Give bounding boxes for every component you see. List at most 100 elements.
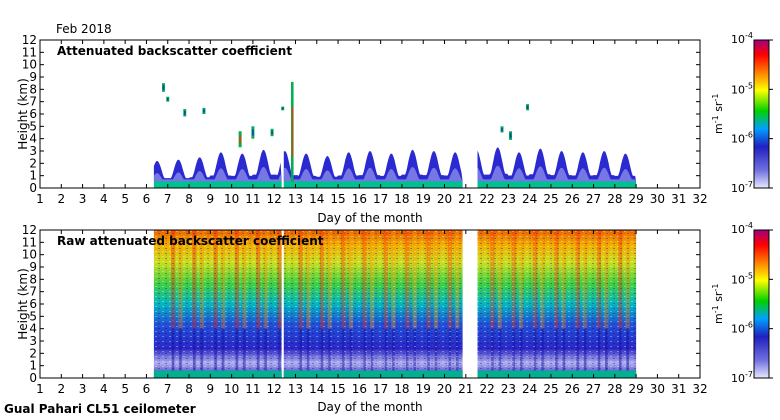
x-tick-label: 4 xyxy=(100,192,108,206)
y-tick-label: 12 xyxy=(22,223,37,237)
x-tick-label: 9 xyxy=(207,382,215,396)
y-tick-label: 3 xyxy=(29,334,37,348)
raw-signal-speckle xyxy=(477,230,637,378)
cloud-feature-core xyxy=(281,107,284,110)
x-tick-label: 7 xyxy=(164,382,172,396)
raw-backscatter-axes: 1 2 3 4 5 6 7 8 9 10 11 12 13 14 15 16 17 18 19 20 21 22 23 24 2… xyxy=(22,223,708,396)
boundary-layer-area xyxy=(153,149,282,182)
raw-surface-band xyxy=(283,370,463,378)
x-tick-label: 28 xyxy=(607,192,622,206)
raw-backscatter-colorbar-ticks: 10-7 10-6 10-5 10-4 xyxy=(731,221,773,385)
x-tick-label: 16 xyxy=(352,382,367,396)
attenuated-backscatter-colorbar-label: m-1 sr-1 xyxy=(711,94,725,134)
x-tick-label: 17 xyxy=(373,382,388,396)
colorbar-tick-label: 10-5 xyxy=(731,271,753,286)
x-tick-label: 9 xyxy=(207,192,215,206)
x-tick-label: 8 xyxy=(185,192,193,206)
x-tick-label: 20 xyxy=(437,192,452,206)
raw-backscatter-panel: 1 2 3 4 5 6 7 8 9 10 11 12 13 14 15 16 17 18 19 20 21 22 23 24 2… xyxy=(16,221,773,414)
y-tick-label: 5 xyxy=(29,309,37,323)
y-tick-label: 7 xyxy=(29,285,37,299)
attenuated-backscatter-ylabel: Height (km) xyxy=(16,78,30,149)
cloud-feature-core xyxy=(239,135,241,144)
x-tick-label: 4 xyxy=(100,382,108,396)
x-tick-label: 32 xyxy=(692,192,707,206)
colorbar-tick-label: 10-7 xyxy=(731,180,753,195)
attenuated-backscatter-axes: 1 2 3 4 5 6 7 8 9 10 11 12 13 14 15 16 17 18 19 20 21 22 23 24 2… xyxy=(22,33,708,206)
x-tick-label: 11 xyxy=(245,192,260,206)
x-tick-label: 10 xyxy=(224,382,239,396)
x-tick-label: 31 xyxy=(671,382,686,396)
attenuated-backscatter-xlabel: Day of the month xyxy=(317,211,422,225)
station-label: Gual Pahari CL51 ceilometer xyxy=(4,402,196,416)
x-tick-label: 19 xyxy=(416,192,431,206)
x-tick-label: 23 xyxy=(501,192,516,206)
x-tick-label: 14 xyxy=(309,382,324,396)
attenuated-backscatter-colorbar-ticks: 10-7 10-6 10-5 10-4 xyxy=(731,31,773,195)
y-tick-label: 0 xyxy=(29,371,37,385)
x-tick-label: 2 xyxy=(57,192,65,206)
period-label: Feb 2018 xyxy=(56,22,112,36)
y-tick-label: 8 xyxy=(29,272,37,286)
raw-backscatter-data xyxy=(153,230,637,378)
surface-layer-band xyxy=(283,181,463,188)
y-tick-label: 7 xyxy=(29,95,37,109)
raw-backscatter-colorbar-label: m-1 sr-1 xyxy=(711,284,725,324)
x-tick-label: 27 xyxy=(586,382,601,396)
cloud-feature-core xyxy=(166,97,169,101)
x-tick-label: 11 xyxy=(245,382,260,396)
y-tick-label: 8 xyxy=(29,82,37,96)
x-tick-label: 18 xyxy=(394,192,409,206)
raw-signal-speckle xyxy=(153,230,282,378)
x-tick-label: 10 xyxy=(224,192,239,206)
x-tick-label: 26 xyxy=(565,382,580,396)
y-tick-label: 1 xyxy=(29,359,37,373)
y-tick-label: 10 xyxy=(22,58,37,72)
raw-backscatter-xlabel: Day of the month xyxy=(317,400,422,414)
cloud-feature-core xyxy=(526,105,529,109)
x-tick-label: 29 xyxy=(628,192,643,206)
x-tick-label: 8 xyxy=(185,382,193,396)
y-tick-label: 10 xyxy=(22,248,37,262)
x-tick-label: 16 xyxy=(352,192,367,206)
surface-layer-band xyxy=(153,181,282,188)
attenuated-backscatter-title: Attenuated backscatter coefficient xyxy=(57,44,292,58)
x-tick-label: 3 xyxy=(79,192,87,206)
cloud-feature-core xyxy=(252,129,254,136)
raw-backscatter-ylabel: Height (km) xyxy=(16,268,30,339)
x-tick-label: 14 xyxy=(309,192,324,206)
x-tick-label: 26 xyxy=(565,192,580,206)
x-tick-label: 5 xyxy=(121,382,129,396)
y-tick-label: 11 xyxy=(22,235,37,249)
x-tick-label: 5 xyxy=(121,192,129,206)
x-tick-label: 20 xyxy=(437,382,452,396)
x-tick-label: 30 xyxy=(650,192,665,206)
y-tick-label: 6 xyxy=(29,107,37,121)
y-tick-label: 9 xyxy=(29,260,37,274)
cloud-feature-core xyxy=(509,133,512,138)
boundary-layer-inner xyxy=(283,167,463,182)
attenuated-backscatter-colorbar xyxy=(753,39,770,189)
colorbar-tick-label: 10-4 xyxy=(731,31,753,46)
cloud-feature-core xyxy=(291,106,293,157)
x-tick-label: 6 xyxy=(143,192,151,206)
cloud-feature-core xyxy=(162,85,165,90)
y-tick-label: 2 xyxy=(29,346,37,360)
colorbar-tick-label: 10-6 xyxy=(731,131,753,146)
x-tick-label: 6 xyxy=(143,382,151,396)
cloud-feature-core xyxy=(271,130,273,135)
surface-layer-band xyxy=(477,181,637,188)
raw-signal-speckle xyxy=(283,230,463,378)
y-tick-label: 1 xyxy=(29,169,37,183)
x-tick-label: 2 xyxy=(57,382,65,396)
attenuated-backscatter-data xyxy=(153,81,637,188)
y-tick-label: 11 xyxy=(22,45,37,59)
x-tick-label: 24 xyxy=(522,382,537,396)
x-tick-label: 22 xyxy=(479,382,494,396)
x-tick-label: 25 xyxy=(543,382,558,396)
x-tick-label: 24 xyxy=(522,192,537,206)
raw-backscatter-colorbar xyxy=(753,229,770,379)
x-tick-label: 7 xyxy=(164,192,172,206)
x-tick-label: 21 xyxy=(458,192,473,206)
colorbar-tick-label: 10-7 xyxy=(731,370,753,385)
